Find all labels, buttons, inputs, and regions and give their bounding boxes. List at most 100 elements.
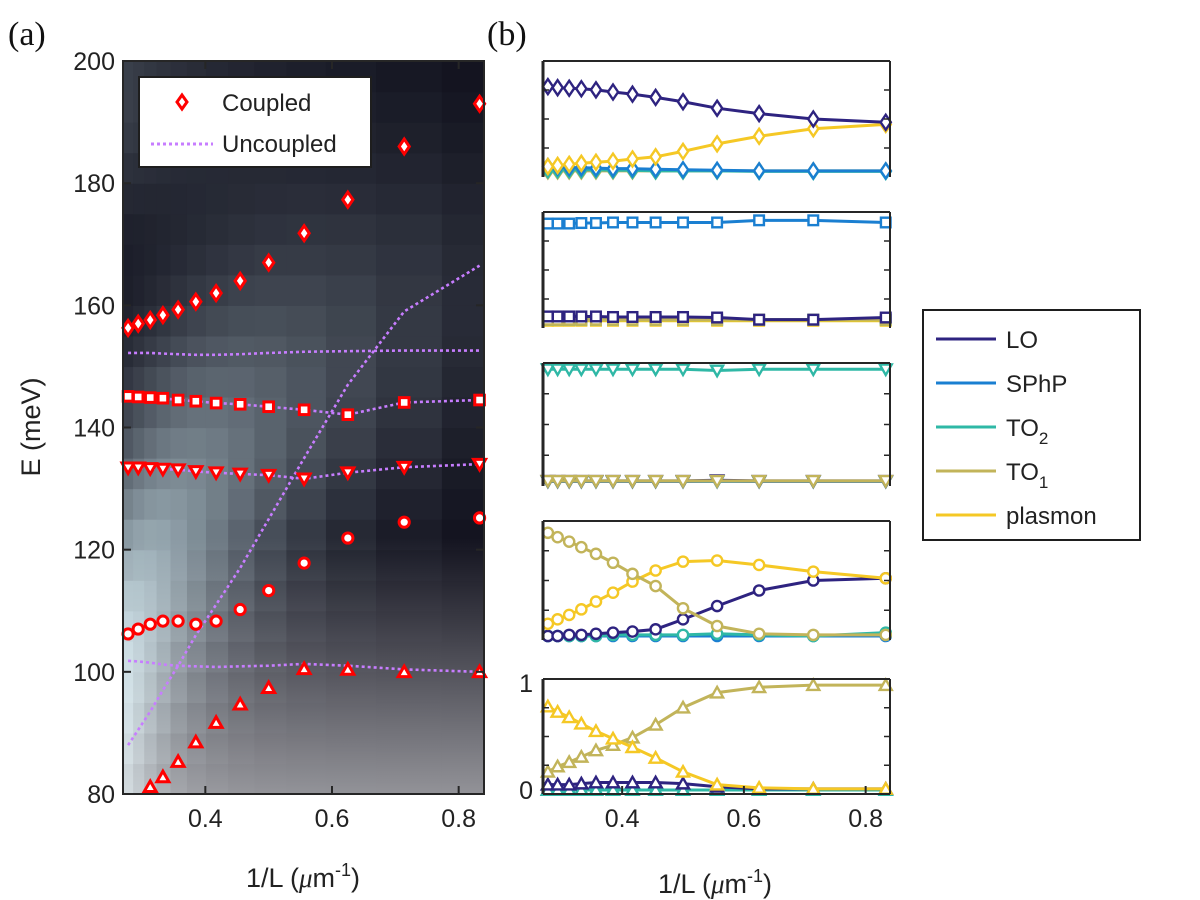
point-TO2 xyxy=(624,363,641,378)
coupled-point-circle xyxy=(131,622,145,636)
point-LO xyxy=(674,775,692,790)
legend-uncoupled-label: Uncoupled xyxy=(222,131,337,158)
subpanel-1 xyxy=(541,60,893,182)
point-LO xyxy=(624,774,641,789)
point-LO xyxy=(649,310,662,323)
heatmap-glow xyxy=(123,61,484,794)
point-SPhP xyxy=(677,216,690,229)
coupled-point-triangle-up xyxy=(395,663,413,679)
y-tick-label-b: 1 xyxy=(519,670,533,698)
coupled-point-triangle-up xyxy=(339,660,357,676)
legend-label-TO1: TO1 xyxy=(1006,459,1048,492)
point-plasmon xyxy=(647,749,664,764)
panel-a: 80 100 120 140 160 180 200 0.4 0.6 0.8 E (meV) 1/… xyxy=(16,48,489,893)
point-TO1 xyxy=(752,627,766,641)
coupled-point-diamond xyxy=(297,223,312,244)
coupled-point-circle xyxy=(233,602,247,617)
point-LO xyxy=(676,92,690,112)
legend-box-a xyxy=(138,76,372,168)
point-TO1 xyxy=(805,474,822,489)
point-TO1 xyxy=(575,540,588,554)
point-plasmon xyxy=(710,134,724,154)
coupled-point-triangle-down xyxy=(395,460,413,476)
coupled-point-diamond xyxy=(340,189,355,210)
uncoupled-lines xyxy=(126,264,481,746)
coupled-point-triangle-down xyxy=(169,463,187,479)
point-TO1 xyxy=(573,474,590,489)
coupled-point-triangle-down xyxy=(231,467,249,483)
point-LO xyxy=(647,774,664,789)
point-LO xyxy=(649,623,662,636)
coupled-point-circle xyxy=(189,617,203,631)
point-TO2 xyxy=(877,363,894,378)
coupled-point-square xyxy=(297,403,311,417)
coupled-point-triangle-up xyxy=(154,768,172,784)
point-TO2 xyxy=(676,628,690,642)
point-LO xyxy=(589,80,603,100)
coupled-point-triangle-up xyxy=(141,777,159,793)
point-plasmon xyxy=(551,155,565,176)
coupled-point-square xyxy=(262,400,275,414)
point-LO xyxy=(710,599,724,613)
coupled-point-circle xyxy=(209,614,223,628)
point-LO xyxy=(541,310,554,323)
coupled-point-triangle-down xyxy=(470,457,489,473)
coupled-point-square xyxy=(473,393,486,407)
point-TO1 xyxy=(551,530,564,544)
point-plasmon xyxy=(676,555,690,568)
point-SPhP xyxy=(711,216,724,229)
y-tick-label: 140 xyxy=(73,415,115,443)
point-TO1 xyxy=(561,754,578,769)
coupled-point-triangle-up xyxy=(207,713,225,729)
point-LO xyxy=(551,310,564,323)
point-plasmon xyxy=(562,154,576,174)
point-LO xyxy=(587,774,605,789)
point-LO xyxy=(562,628,576,642)
point-SPhP xyxy=(649,159,663,179)
point-LO xyxy=(574,79,588,99)
coupled-point-triangle-up xyxy=(187,733,205,749)
point-SPhP xyxy=(626,216,639,229)
coupled-point-triangle-down xyxy=(129,461,147,477)
point-TO1 xyxy=(877,677,894,692)
point-SPhP xyxy=(607,216,620,229)
point-plasmon xyxy=(589,152,603,172)
coupled-point-diamond xyxy=(171,299,186,320)
coupled-point-square xyxy=(397,396,411,409)
coupled-point-circle xyxy=(156,614,170,628)
point-SPhP xyxy=(710,160,724,180)
legend-label-SPhP: SPhP xyxy=(1006,371,1067,398)
coupled-point-diamond xyxy=(233,270,248,292)
uncoupled-line-plasmon xyxy=(126,264,481,746)
point-TO1 xyxy=(626,567,639,581)
x-axis-label-b: 1/L (μm-1) xyxy=(658,866,772,899)
point-LO xyxy=(607,310,620,323)
point-TO1 xyxy=(674,699,692,714)
coupled-point-triangle-down xyxy=(207,466,225,482)
coupled-point-diamond xyxy=(188,291,203,312)
legend-b: LO SPhP TO2 TO1 plasmon xyxy=(922,309,1141,541)
point-TO2 xyxy=(561,363,578,378)
point-plasmon xyxy=(587,723,605,738)
coupled-point-square xyxy=(156,391,170,405)
x-tick-label: 0.8 xyxy=(441,805,476,833)
point-plasmon xyxy=(649,147,663,167)
point-SPhP xyxy=(551,217,564,230)
point-TO1 xyxy=(587,742,605,757)
point-SPhP xyxy=(806,161,820,181)
coupled-point-triangle-down xyxy=(295,472,313,488)
coupled-point-triangle-down xyxy=(187,465,205,481)
point-LO xyxy=(604,774,622,789)
point-TO1 xyxy=(539,474,556,489)
coupled-point-square xyxy=(233,397,247,411)
point-TO1 xyxy=(647,716,664,731)
point-TO1 xyxy=(751,679,768,694)
point-TO1 xyxy=(709,684,726,699)
point-TO1 xyxy=(647,474,664,489)
point-LO xyxy=(539,776,556,791)
point-plasmon xyxy=(589,595,603,608)
coupled-point-triangle-up xyxy=(231,695,249,711)
x-tick-label-b: 0.8 xyxy=(848,805,883,833)
point-TO1 xyxy=(674,474,692,489)
point-TO2 xyxy=(709,364,726,379)
